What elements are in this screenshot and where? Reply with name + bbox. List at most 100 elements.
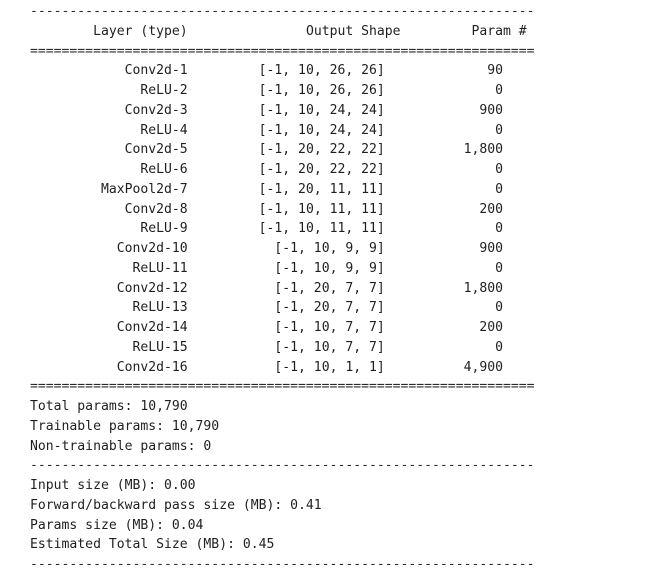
row-padding <box>30 103 125 118</box>
row-padding <box>385 340 495 355</box>
output-shape: [-1, 20, 22, 22] <box>258 142 385 158</box>
table-row: MaxPool2d-7 [-1, 20, 11, 11] 0 <box>30 180 535 200</box>
layer-name: Conv2d-1 <box>124 63 188 79</box>
row-padding <box>385 281 464 296</box>
table-row: ReLU-4 [-1, 10, 24, 24] 0 <box>30 121 535 141</box>
row-padding <box>385 103 480 118</box>
header-pad-2 <box>188 24 306 39</box>
param-count: 0 <box>495 339 504 355</box>
bottom-separator: ----------------------------------------… <box>30 557 535 572</box>
row-padding <box>188 83 259 98</box>
param-count: 4,900 <box>463 359 504 375</box>
table-row: Conv2d-5 [-1, 20, 22, 22] 1,800 <box>30 140 535 160</box>
layer-name: MaxPool2d-7 <box>100 181 188 197</box>
layer-name: ReLU-6 <box>140 162 188 177</box>
top-separator: ----------------------------------------… <box>30 4 535 19</box>
row-padding <box>188 63 259 78</box>
row-padding <box>385 221 495 236</box>
row-padding <box>30 162 140 177</box>
output-shape: [-1, 10, 24, 24] <box>258 102 385 118</box>
row-padding <box>30 241 117 256</box>
row-padding <box>30 320 117 335</box>
table-row: ReLU-2 [-1, 10, 26, 26] 0 <box>30 81 535 101</box>
header-separator: ========================================… <box>30 43 535 59</box>
row-padding <box>188 320 275 335</box>
row-padding <box>188 202 259 217</box>
output-shape: [-1, 10, 9, 9] <box>274 260 385 276</box>
output-shape: [-1, 20, 7, 7] <box>274 300 385 316</box>
row-padding <box>30 63 125 78</box>
param-count: 1,800 <box>463 280 504 296</box>
params-separator: ----------------------------------------… <box>30 458 535 474</box>
table-row: ReLU-9 [-1, 10, 11, 11] 0 <box>30 219 535 239</box>
output-shape: [-1, 10, 11, 11] <box>258 201 385 217</box>
row-padding <box>188 162 259 177</box>
row-padding <box>188 360 275 375</box>
layer-name: ReLU-15 <box>132 339 188 355</box>
row-padding <box>188 241 275 256</box>
table-row: ReLU-13 [-1, 20, 7, 7] 0 <box>30 298 535 318</box>
header-output-shape: Output Shape <box>305 23 401 39</box>
row-padding <box>385 83 495 98</box>
row-padding <box>30 360 117 375</box>
row-padding <box>188 182 259 197</box>
row-padding <box>188 281 275 296</box>
table-header: Layer (type) Output Shape Param # <box>30 22 535 42</box>
row-padding <box>30 182 101 197</box>
layers-separator: ========================================… <box>30 379 535 395</box>
table-row: Conv2d-12 [-1, 20, 7, 7] 1,800 <box>30 279 535 299</box>
input-size: Input size (MB): 0.00 <box>30 478 196 493</box>
row-padding <box>385 142 464 157</box>
param-count: 1,800 <box>463 142 504 158</box>
row-padding <box>30 221 140 236</box>
layer-name: Conv2d-10 <box>116 241 188 256</box>
table-row: Conv2d-14 [-1, 10, 7, 7] 200 <box>30 318 535 338</box>
row-padding <box>30 142 125 157</box>
header-param-count: Param # <box>471 23 527 39</box>
layer-name: Conv2d-8 <box>124 201 188 217</box>
table-row: Conv2d-16 [-1, 10, 1, 1] 4,900 <box>30 358 535 378</box>
param-count: 0 <box>495 83 504 98</box>
header-layer-type: Layer (type) <box>93 23 188 39</box>
row-padding <box>385 162 495 177</box>
layer-name: ReLU-9 <box>140 221 188 237</box>
layer-name: Conv2d-14 <box>116 320 188 335</box>
row-padding <box>385 320 480 335</box>
output-shape: [-1, 10, 7, 7] <box>274 339 385 355</box>
params-size: Params size (MB): 0.04 <box>30 517 204 533</box>
param-count: 90 <box>487 63 504 79</box>
row-padding <box>188 103 259 118</box>
row-padding <box>188 340 275 355</box>
table-row: ReLU-6 [-1, 20, 22, 22] 0 <box>30 160 535 180</box>
param-count: 900 <box>479 241 504 256</box>
layer-name: Conv2d-5 <box>124 142 188 158</box>
row-padding <box>30 123 140 138</box>
header-pad-1 <box>30 24 93 39</box>
row-padding <box>385 202 480 217</box>
layer-name: Conv2d-3 <box>124 102 188 118</box>
table-row: ReLU-15 [-1, 10, 7, 7] 0 <box>30 338 535 358</box>
param-count: 200 <box>479 320 504 335</box>
row-padding <box>385 123 495 138</box>
layer-rows: Conv2d-1 [-1, 10, 26, 26] 90 ReLU-2 [-1,… <box>30 61 535 377</box>
trainable-params: Trainable params: 10,790 <box>30 418 220 434</box>
param-count: 0 <box>495 181 504 197</box>
estimated-total-size: Estimated Total Size (MB): 0.45 <box>30 537 275 553</box>
output-shape: [-1, 10, 9, 9] <box>274 241 385 256</box>
output-shape: [-1, 10, 11, 11] <box>258 221 385 237</box>
output-shape: [-1, 10, 26, 26] <box>258 83 385 98</box>
row-padding <box>188 142 259 157</box>
row-padding <box>385 63 487 78</box>
row-padding <box>30 202 125 217</box>
param-count: 0 <box>495 221 504 237</box>
output-shape: [-1, 20, 22, 22] <box>258 162 385 177</box>
param-count: 0 <box>495 260 504 276</box>
param-count: 200 <box>479 201 504 217</box>
header-pad-3 <box>401 24 472 39</box>
row-padding <box>30 340 132 355</box>
row-padding <box>385 182 495 197</box>
output-shape: [-1, 20, 11, 11] <box>258 181 385 197</box>
layer-name: ReLU-11 <box>132 260 188 276</box>
table-row: Conv2d-10 [-1, 10, 9, 9] 900 <box>30 239 535 259</box>
total-params: Total params: 10,790 <box>30 399 188 414</box>
